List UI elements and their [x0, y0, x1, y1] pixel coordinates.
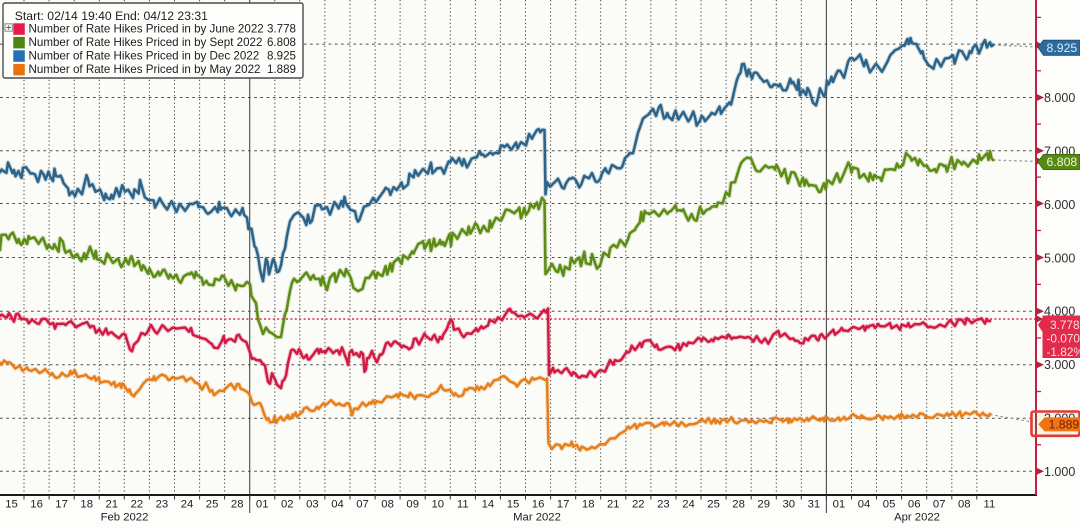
- svg-text:Number of Rate Hikes Priced in: Number of Rate Hikes Priced in by May 20…: [29, 63, 261, 76]
- svg-text:1.889: 1.889: [1049, 418, 1080, 432]
- svg-text:1.000: 1.000: [1044, 465, 1075, 479]
- svg-text:16: 16: [532, 498, 545, 510]
- svg-text:6.808: 6.808: [267, 36, 296, 49]
- svg-text:04: 04: [858, 498, 871, 510]
- svg-text:17: 17: [557, 498, 570, 510]
- svg-text:Number of Rate Hikes Priced in: Number of Rate Hikes Priced in by Dec 20…: [29, 50, 260, 63]
- svg-text:01: 01: [833, 498, 846, 510]
- svg-text:24: 24: [181, 498, 194, 510]
- svg-text:-0.070: -0.070: [1047, 332, 1080, 346]
- svg-text:6.808: 6.808: [1047, 155, 1078, 169]
- svg-text:31: 31: [808, 498, 821, 510]
- svg-text:03: 03: [306, 498, 319, 510]
- svg-text:8.925: 8.925: [1047, 41, 1078, 55]
- svg-text:15: 15: [507, 498, 520, 510]
- svg-text:22: 22: [131, 498, 144, 510]
- svg-text:Number of Rate Hikes Priced in: Number of Rate Hikes Priced in by June 2…: [29, 23, 264, 36]
- svg-text:09: 09: [406, 498, 419, 510]
- svg-text:Start: 02/14 19:40 End: 04/12: Start: 02/14 19:40 End: 04/12 23:31: [15, 9, 208, 23]
- svg-text:05: 05: [883, 498, 896, 510]
- svg-text:18: 18: [582, 498, 595, 510]
- svg-text:08: 08: [958, 498, 971, 510]
- svg-text:22: 22: [632, 498, 645, 510]
- svg-text:3.000: 3.000: [1044, 358, 1075, 372]
- svg-text:01: 01: [256, 498, 269, 510]
- svg-text:21: 21: [106, 498, 119, 510]
- svg-text:28: 28: [732, 498, 745, 510]
- svg-text:08: 08: [381, 498, 394, 510]
- svg-text:6.000: 6.000: [1044, 198, 1075, 212]
- svg-text:14: 14: [482, 498, 495, 510]
- svg-text:25: 25: [707, 498, 720, 510]
- svg-text:07: 07: [356, 498, 369, 510]
- svg-text:Feb 2022: Feb 2022: [101, 512, 149, 524]
- svg-text:25: 25: [206, 498, 219, 510]
- svg-text:3.778: 3.778: [1050, 318, 1080, 332]
- svg-text:8.925: 8.925: [267, 50, 296, 63]
- svg-text:16: 16: [30, 498, 43, 510]
- svg-text:29: 29: [757, 498, 770, 510]
- svg-text:1.889: 1.889: [267, 63, 296, 76]
- svg-text:06: 06: [908, 498, 921, 510]
- svg-text:5.000: 5.000: [1044, 251, 1075, 265]
- svg-text:11: 11: [984, 498, 996, 510]
- svg-text:Number of Rate Hikes Priced in: Number of Rate Hikes Priced in by Sept 2…: [29, 36, 263, 49]
- svg-text:Apr 2022: Apr 2022: [894, 512, 940, 524]
- svg-text:3.778: 3.778: [267, 23, 296, 36]
- svg-text:17: 17: [55, 498, 68, 510]
- svg-text:07: 07: [933, 498, 946, 510]
- svg-text:21: 21: [607, 498, 620, 510]
- svg-text:30: 30: [783, 498, 796, 510]
- svg-text:24: 24: [682, 498, 695, 510]
- svg-text:02: 02: [281, 498, 294, 510]
- svg-text:23: 23: [657, 498, 670, 510]
- svg-text:18: 18: [80, 498, 93, 510]
- svg-text:-1.82%: -1.82%: [1047, 345, 1080, 359]
- svg-text:04: 04: [331, 498, 344, 510]
- svg-text:11: 11: [457, 498, 469, 510]
- svg-text:28: 28: [231, 498, 244, 510]
- svg-text:23: 23: [156, 498, 169, 510]
- svg-text:10: 10: [432, 498, 445, 510]
- svg-text:8.000: 8.000: [1044, 91, 1075, 105]
- svg-text:15: 15: [5, 498, 18, 510]
- svg-text:Mar 2022: Mar 2022: [513, 512, 561, 524]
